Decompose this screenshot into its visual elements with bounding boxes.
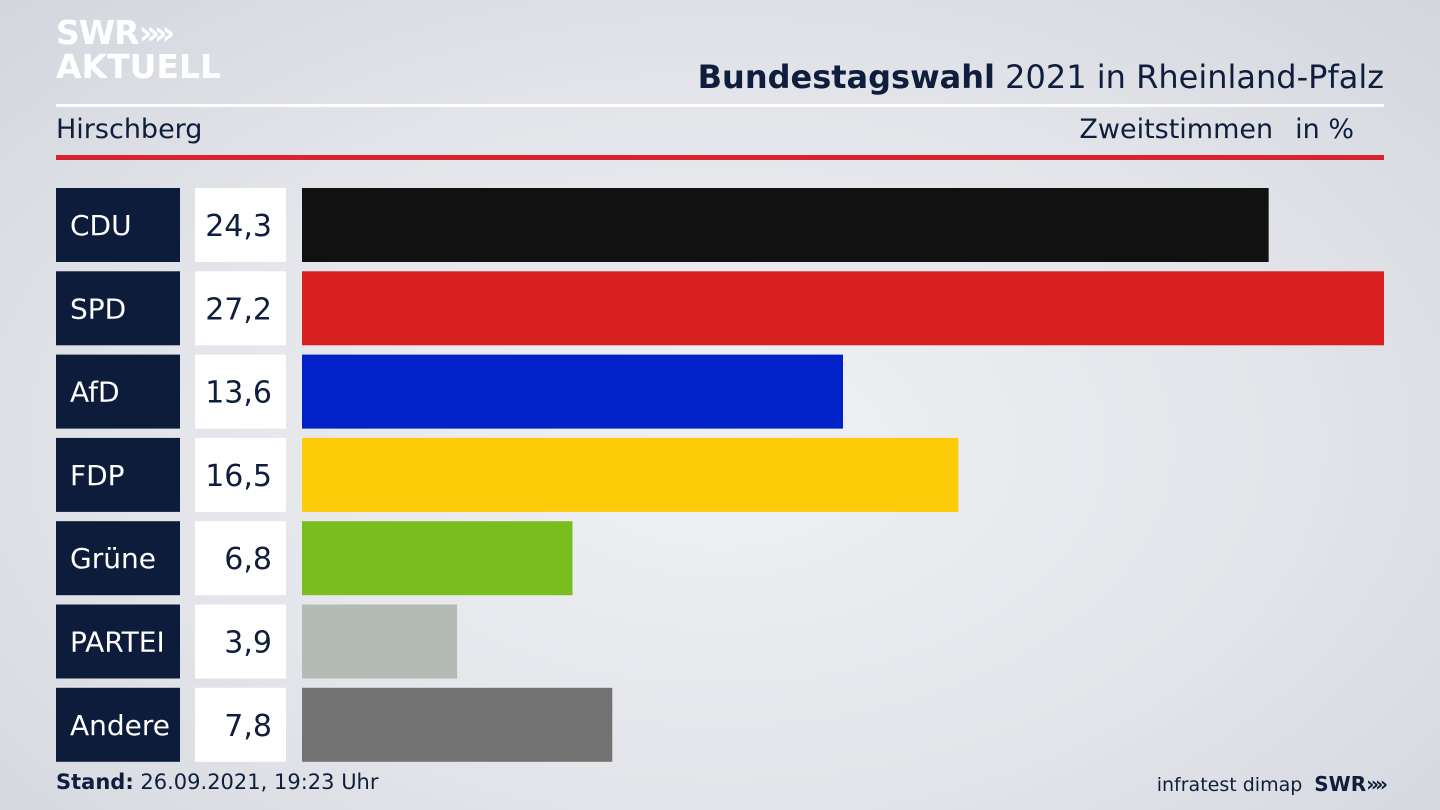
divider-red xyxy=(56,155,1384,160)
bar-cdu xyxy=(302,188,1269,262)
party-label-box-gr-ne xyxy=(56,521,180,596)
measure-label: Zweitstimmen in % xyxy=(1079,114,1354,145)
divider-white xyxy=(56,104,1384,107)
value-box-cdu xyxy=(195,188,286,262)
value-label-andere: 7,8 xyxy=(224,709,272,744)
party-label-partei: PARTEI xyxy=(70,626,165,659)
brand-chevrons-icon: » xyxy=(1366,772,1379,796)
party-label-box-partei xyxy=(56,604,180,679)
stand-value: 26.09.2021, 19:23 Uhr xyxy=(140,770,379,794)
party-label-andere: Andere xyxy=(70,709,170,742)
party-label-afd: AfD xyxy=(70,376,120,409)
unit-label: in % xyxy=(1295,114,1354,145)
party-label-spd: SPD xyxy=(70,292,126,325)
party-label-box-fdp xyxy=(56,437,180,512)
swr-logo: SWR»» xyxy=(1314,772,1388,796)
title-bold: Bundestagswahl xyxy=(697,58,995,96)
value-label-afd: 13,6 xyxy=(205,376,272,411)
source-credit: infratest dimap SWR»» xyxy=(1156,772,1388,796)
value-box-partei xyxy=(195,604,286,679)
value-label-cdu: 24,3 xyxy=(205,209,272,244)
timestamp: Stand: 26.09.2021, 19:23 Uhr xyxy=(56,770,379,794)
bar-partei xyxy=(302,604,458,679)
value-label-spd: 27,2 xyxy=(205,292,272,327)
title-rest: 2021 in Rheinland-Pfalz xyxy=(1005,58,1384,96)
region-name: Hirschberg xyxy=(56,114,203,145)
value-box-afd xyxy=(195,354,286,429)
value-label-gr-ne: 6,8 xyxy=(224,542,272,577)
bar-fdp xyxy=(302,437,959,512)
party-label-cdu: CDU xyxy=(70,209,132,242)
party-label-fdp: FDP xyxy=(70,459,125,492)
value-box-spd xyxy=(195,271,286,346)
swr-aktuell-logo: SWR»» AKTUELL xyxy=(56,13,222,86)
value-label-fdp: 16,5 xyxy=(205,459,272,494)
bar-spd xyxy=(302,271,1384,346)
measure-name: Zweitstimmen xyxy=(1079,114,1274,145)
party-label-box-spd xyxy=(56,271,180,346)
stand-label: Stand: xyxy=(56,770,134,794)
value-label-partei: 3,9 xyxy=(224,626,272,661)
value-box-andere xyxy=(195,687,286,762)
bar-afd xyxy=(302,354,843,429)
bar-andere xyxy=(302,687,613,762)
value-box-gr-ne xyxy=(195,521,286,596)
party-label-box-afd xyxy=(56,354,180,429)
page-title: Bundestagswahl 2021 in Rheinland-Pfalz xyxy=(698,58,1384,96)
bar-gr-ne xyxy=(302,521,573,596)
value-box-fdp xyxy=(195,437,286,512)
party-label-gr-ne: Grüne xyxy=(70,542,156,575)
source-name: infratest dimap xyxy=(1156,774,1303,796)
party-label-box-andere xyxy=(56,687,180,762)
party-label-box-cdu xyxy=(56,188,180,262)
